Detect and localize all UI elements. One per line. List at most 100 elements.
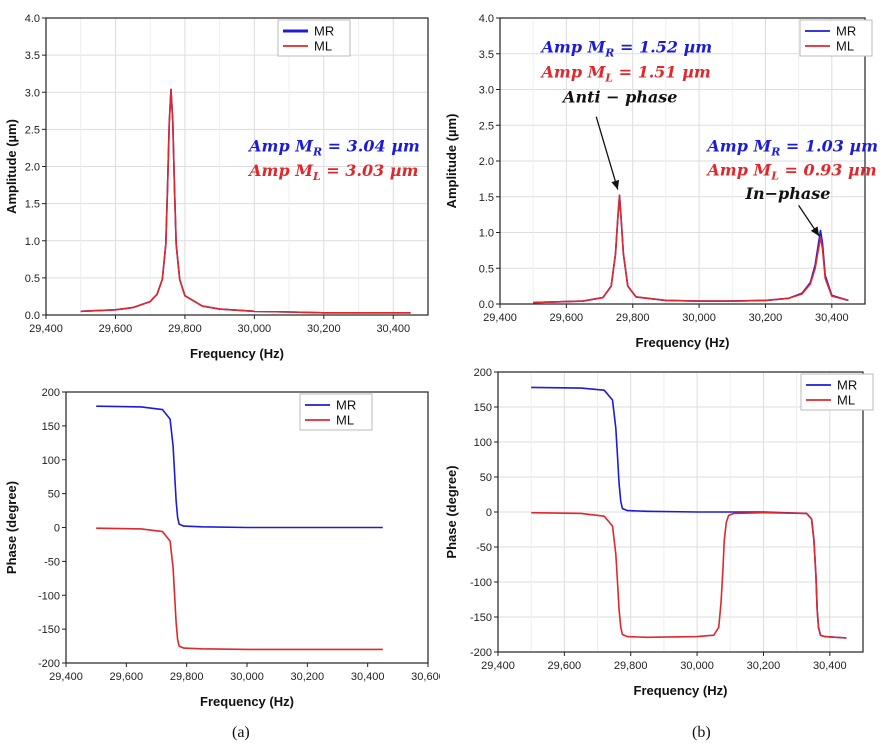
series-line-ml <box>80 89 411 314</box>
chart-a-amplitude-svg: 29,400 29,600 29,800 30,000 30,200 30,400 0.0 0… <box>4 13 429 361</box>
annotation-arrow <box>595 116 620 190</box>
y-tick-label: 2.0 <box>479 156 494 168</box>
x-axis-label: Frequency (Hz) <box>190 346 284 361</box>
y-tick-label: 3.0 <box>25 87 40 99</box>
x-tick-label: 30,200 <box>291 671 325 683</box>
x-tick-label: 30,000 <box>682 312 716 324</box>
x-tick-label: 29,400 <box>483 312 517 324</box>
legend-label-mr: MR <box>837 378 857 393</box>
y-tick-label: 0.5 <box>25 273 40 285</box>
y-tick-label: 150 <box>42 421 60 433</box>
x-tick-label: 30,200 <box>747 660 781 672</box>
annotation: Amp ML = 1.51 µm <box>539 62 710 84</box>
y-tick-label: 200 <box>474 368 492 379</box>
grid <box>45 17 428 316</box>
x-tick-label: 30,000 <box>230 671 264 683</box>
legend-label-mr: MR <box>336 398 356 413</box>
chart-b-amplitude: 29,400 29,600 29,800 30,000 30,200 30,400 0.0 0… <box>440 0 883 373</box>
y-tick-label: 2.5 <box>479 120 494 132</box>
x-tick-label: 29,400 <box>29 323 63 335</box>
y-tick-label: -200 <box>470 647 492 659</box>
y-tick-label: 0.5 <box>479 263 494 275</box>
annotation: In−phase <box>745 184 831 203</box>
x-tick-label: 29,800 <box>170 671 204 683</box>
legend-label-ml: ML <box>837 393 855 408</box>
x-tick-label: 29,400 <box>49 671 83 683</box>
x-tick-label: 30,200 <box>749 312 783 324</box>
y-tick-label: 0 <box>54 523 60 535</box>
annotation: Amp ML = 3.03 µm <box>247 161 418 183</box>
series-line-mr <box>533 194 849 304</box>
annotation: Amp MR = 1.03 µm <box>705 137 878 159</box>
y-tick-label: -100 <box>470 577 492 589</box>
annotation: Amp MR = 3.04 µm <box>247 137 420 159</box>
annotation: Amp MR = 1.52 µm <box>539 37 712 59</box>
y-tick-label: -100 <box>38 590 60 602</box>
y-tick-label: 1.5 <box>479 192 494 204</box>
legend-box <box>800 373 874 411</box>
y-tick-label: 3.5 <box>479 49 494 61</box>
chart-b-phase: 29,400 29,600 29,800 30,000 30,200 30,400 -200… <box>440 367 883 723</box>
x-tick-label: 29,600 <box>110 671 144 683</box>
x-axis-label: Frequency (Hz) <box>634 683 728 698</box>
x-tick-label: 29,600 <box>548 660 582 672</box>
y-tick-label: -50 <box>476 542 492 554</box>
y-tick-label: 0.0 <box>479 299 494 311</box>
x-tick-label: 29,800 <box>616 312 650 324</box>
series-line-mr <box>96 405 383 529</box>
legend-box <box>299 393 373 431</box>
y-tick-label: 0.0 <box>25 310 40 322</box>
y-tick-label: -150 <box>470 612 492 624</box>
y-tick-label: 150 <box>474 402 492 414</box>
y-tick-label: 3.5 <box>25 50 40 62</box>
y-tick-label: 1.0 <box>25 236 40 248</box>
y-tick-label: 4.0 <box>479 13 494 25</box>
legend-label-mr: MR <box>836 24 856 39</box>
chart-a-phase: 29,400 29,600 29,800 30,000 30,200 30,400 30,6… <box>0 368 445 723</box>
x-tick-label: 29,800 <box>168 323 202 335</box>
chart-a-amplitude: 29,400 29,600 29,800 30,000 30,200 30,400 0.0 0… <box>0 0 440 373</box>
x-axis-label: Frequency (Hz) <box>636 335 730 350</box>
legend-box <box>277 19 351 57</box>
y-tick-label: 3.0 <box>479 85 494 97</box>
x-tick-label: 30,400 <box>815 312 849 324</box>
y-tick-label: 50 <box>480 472 492 484</box>
annotation-arrow <box>798 204 820 237</box>
series-line-mr <box>80 88 411 314</box>
y-tick-label: 200 <box>42 387 60 399</box>
x-tick-label: 30,000 <box>238 323 272 335</box>
legend-label-mr: MR <box>314 24 334 39</box>
y-axis-label: Phase (degree) <box>4 481 19 574</box>
y-tick-label: 50 <box>48 489 60 501</box>
x-tick-label: 30,400 <box>376 323 410 335</box>
y-tick-label: -150 <box>38 624 60 636</box>
caption-a: (a) <box>232 724 250 741</box>
x-tick-label: 30,400 <box>351 671 385 683</box>
y-tick-label: 1.5 <box>25 199 40 211</box>
legend-label-ml: ML <box>836 39 854 54</box>
x-tick-label: 29,600 <box>550 312 584 324</box>
y-axis-label: Amplitude (µm) <box>444 114 459 209</box>
y-tick-label: 0 <box>486 507 492 519</box>
x-axis-label: Frequency (Hz) <box>200 694 294 709</box>
chart-a-phase-svg: 29,400 29,600 29,800 30,000 30,200 30,400 30,6… <box>4 387 445 709</box>
x-tick-label: 30,400 <box>813 660 847 672</box>
series-line-ml <box>533 195 849 304</box>
legend-box <box>799 19 873 57</box>
x-tick-label: 30,600 <box>411 671 440 683</box>
x-tick-label: 29,400 <box>481 660 515 672</box>
y-axis-label: Amplitude (µm) <box>4 119 19 214</box>
y-tick-label: -200 <box>38 658 60 670</box>
y-tick-label: 2.5 <box>25 124 40 136</box>
y-tick-label: 100 <box>42 455 60 467</box>
x-tick-label: 30,200 <box>307 323 341 335</box>
chart-b-amplitude-svg: 29,400 29,600 29,800 30,000 30,200 30,400 0.0 0… <box>444 13 878 350</box>
y-tick-label: 2.0 <box>25 162 40 174</box>
y-axis-label: Phase (degree) <box>444 465 459 558</box>
annotation: Amp ML = 0.93 µm <box>705 160 876 182</box>
x-tick-label: 30,000 <box>680 660 714 672</box>
